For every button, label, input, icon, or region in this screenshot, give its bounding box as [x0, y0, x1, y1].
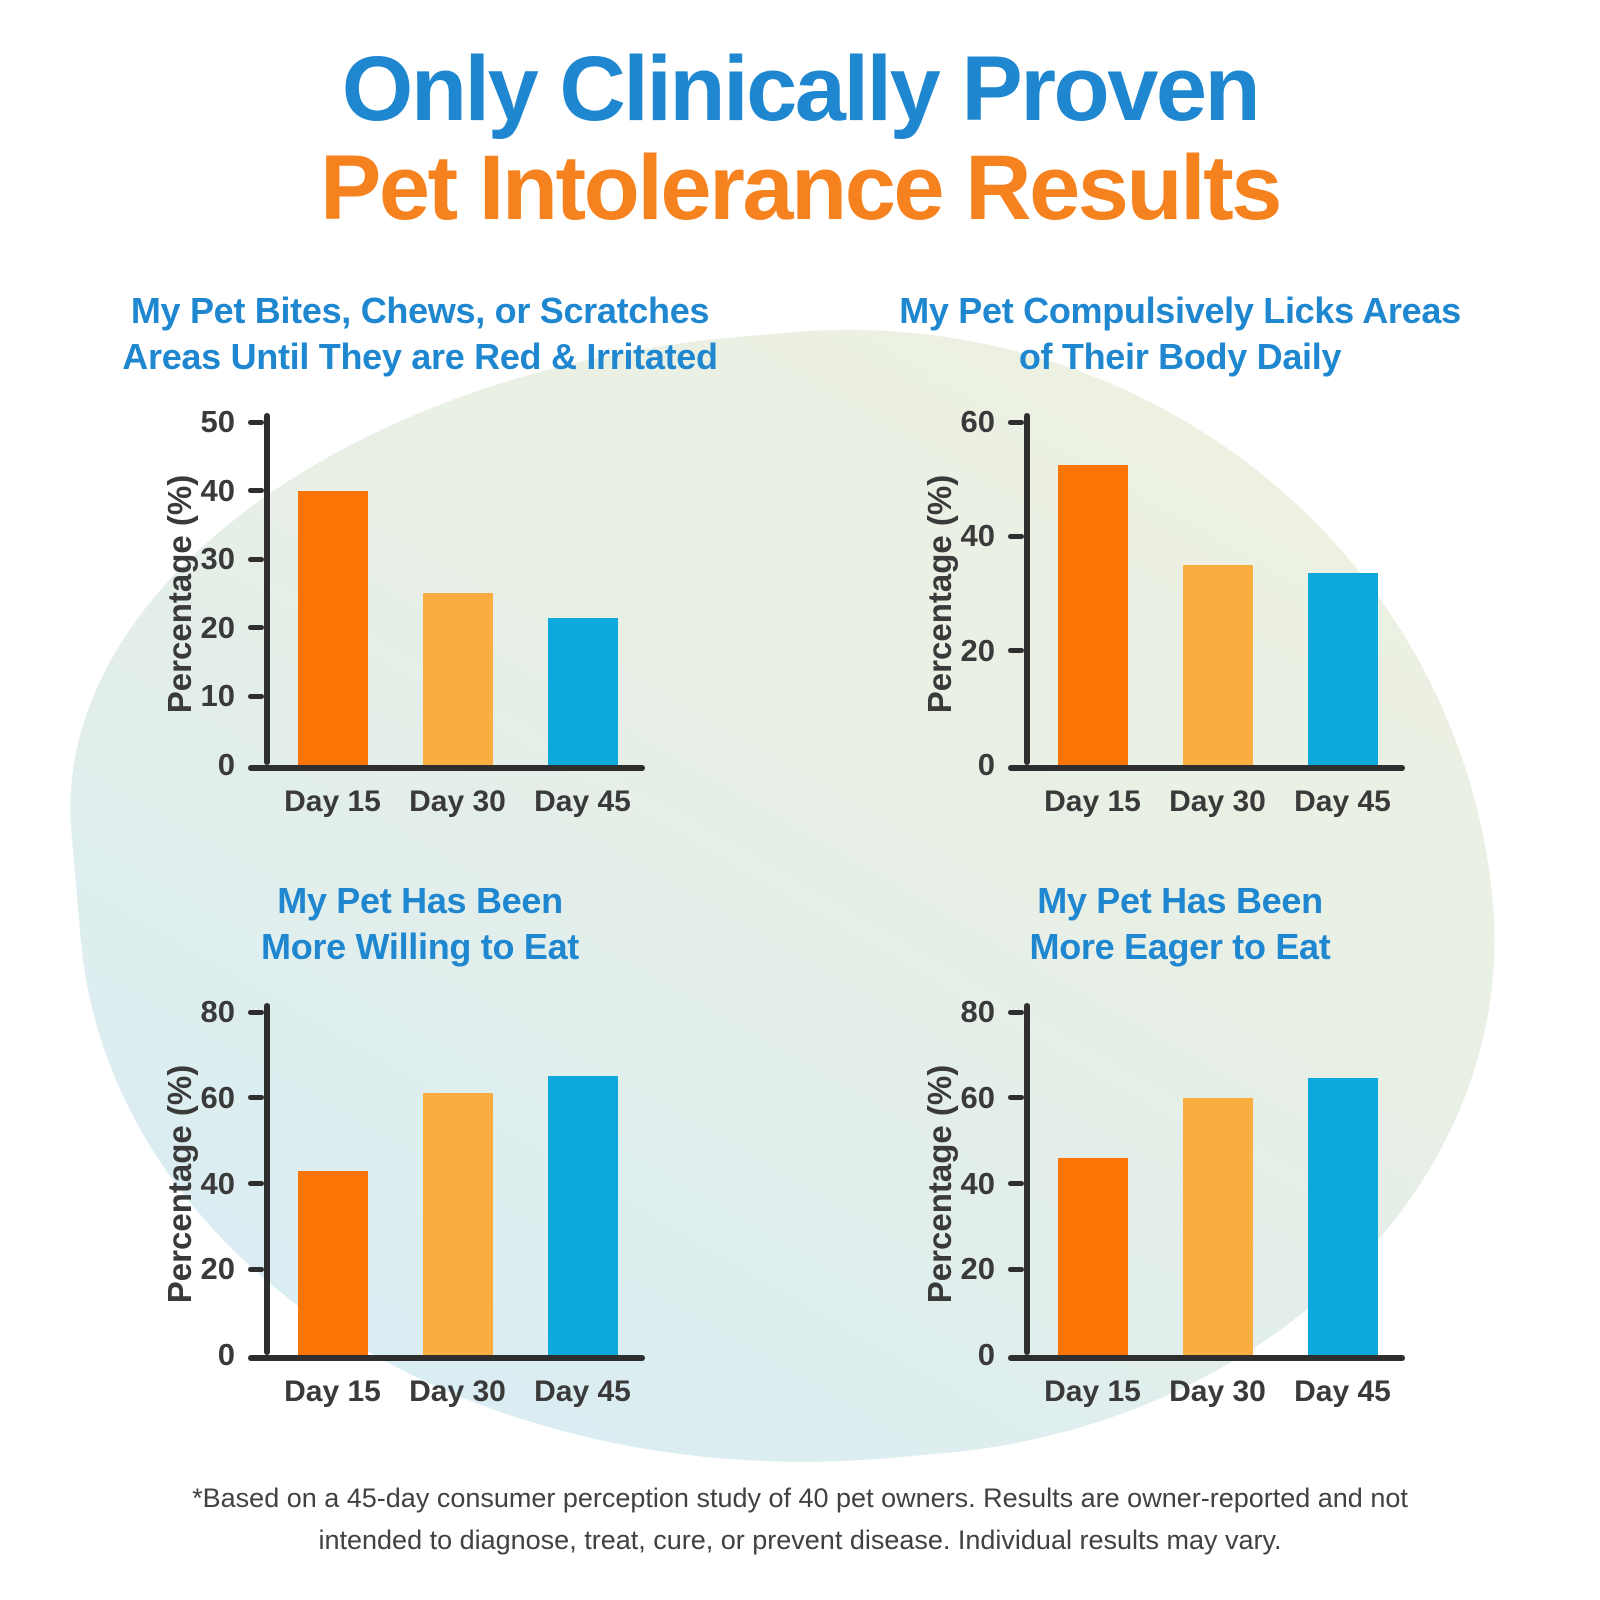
chart-card-bites-chews-scratches: My Pet Bites, Chews, or Scratches Areas U… [70, 288, 770, 868]
bar-day-45 [1307, 573, 1378, 765]
bar-chart: Percentage (%) Day 15 Day 30 Day 45 0 20 40 60 [830, 398, 1530, 868]
chart-card-more-eager-to-eat: My Pet Has Been More Eager to Eat Percent… [830, 878, 1530, 1458]
chart-title: My Pet Has Been More Willing to Eat [70, 878, 770, 974]
tick-label-40: 40 [960, 1165, 995, 1201]
y-axis [264, 413, 270, 765]
tick-label-40: 40 [960, 518, 995, 554]
bar-day-30 [422, 1093, 493, 1355]
category-label-day-15: Day 15 [284, 1375, 381, 1408]
category-label-day-30: Day 30 [1169, 785, 1266, 818]
category-label-day-15: Day 15 [1044, 1375, 1141, 1408]
category-label-day-30: Day 30 [409, 1375, 506, 1408]
main-title: Only Clinically Proven Pet Intolerance R… [0, 38, 1600, 240]
chart-title-line: My Pet Has Been [1037, 880, 1323, 921]
chart-title-line: Areas Until They are Red & Irritated [122, 336, 718, 378]
tick-label-0: 0 [977, 1337, 995, 1372]
tick-mark-40 [248, 488, 264, 494]
tick-label-0: 0 [217, 747, 235, 782]
tick-mark-20 [248, 625, 264, 631]
chart-title: My Pet Has Been More Eager to Eat [830, 878, 1530, 974]
category-label-day-30: Day 30 [1169, 1375, 1266, 1408]
chart-title: My Pet Bites, Chews, or Scratches Areas U… [70, 288, 770, 384]
y-axis [264, 1003, 270, 1355]
category-label-day-45: Day 45 [1294, 1375, 1391, 1408]
bar-chart: Percentage (%) Day 15 Day 30 Day 45 0 20 40 60 8… [830, 988, 1530, 1458]
bar-day-15 [297, 491, 368, 765]
tick-label-80: 80 [200, 994, 235, 1029]
y-axis-label-text: Percentage (%) [161, 474, 199, 713]
category-label-day-45: Day 45 [534, 1375, 631, 1408]
tick-mark-50 [248, 419, 264, 425]
x-axis [248, 1355, 645, 1361]
category-label-day-15: Day 15 [1044, 785, 1141, 818]
main-title-line-1: Only Clinically Proven [341, 38, 1261, 140]
tick-mark-30 [248, 556, 264, 562]
bar-day-30 [1182, 1098, 1253, 1355]
tick-label-20: 20 [960, 632, 995, 668]
chart-card-more-willing-to-eat: My Pet Has Been More Willing to Eat Perce… [70, 878, 770, 1458]
tick-mark-20 [248, 1266, 264, 1272]
tick-label-30: 30 [200, 541, 235, 577]
chart-card-compulsive-licking: My Pet Compulsively Licks Areas of Their … [830, 288, 1530, 868]
tick-mark-60 [1008, 419, 1024, 425]
chart-title-line: of Their Body Daily [1018, 336, 1342, 378]
bar-day-30 [1182, 565, 1253, 765]
tick-label-40: 40 [200, 1165, 235, 1201]
category-label-day-45: Day 45 [534, 785, 631, 818]
tick-mark-60 [1008, 1095, 1024, 1101]
tick-label-20: 20 [200, 1251, 235, 1287]
chart-title-line: My Pet Bites, Chews, or Scratches [130, 290, 710, 331]
bar-chart: Percentage (%) Day 15 Day 30 Day 45 0 10 20 30 4… [70, 398, 770, 868]
x-axis [1008, 1355, 1405, 1361]
tick-mark-40 [248, 1181, 264, 1186]
tick-label-20: 20 [960, 1251, 995, 1287]
bar-day-30 [422, 593, 493, 765]
tick-label-60: 60 [960, 1079, 995, 1115]
category-label-day-45: Day 45 [1294, 785, 1391, 818]
bar-day-15 [1057, 465, 1128, 765]
bar-day-15 [297, 1171, 368, 1355]
tick-label-80: 80 [960, 994, 995, 1029]
chart-title: My Pet Compulsively Licks Areas of Their … [830, 288, 1530, 384]
bar-day-15 [1057, 1158, 1128, 1355]
tick-label-0: 0 [217, 1337, 235, 1372]
disclaimer-text: *Based on a 45-day consumer perception s… [192, 1483, 1408, 1555]
x-axis [1008, 765, 1405, 771]
x-axis [248, 765, 645, 771]
tick-mark-80 [248, 1009, 264, 1015]
tick-mark-10 [248, 693, 264, 699]
bar-day-45 [547, 618, 618, 765]
tick-mark-60 [248, 1095, 264, 1101]
y-axis-label: Percentage (%) [860, 422, 1020, 765]
chart-title-line: More Willing to Eat [261, 926, 579, 968]
y-axis [1024, 1003, 1030, 1355]
bar-day-45 [547, 1076, 618, 1355]
tick-label-60: 60 [960, 404, 995, 439]
chart-title-line: More Eager to Eat [1029, 926, 1331, 968]
tick-label-10: 10 [200, 678, 235, 714]
main-title-line-2: Pet Intolerance Results [320, 137, 1282, 240]
tick-mark-20 [1008, 648, 1024, 654]
y-axis-label-text: Percentage (%) [921, 474, 959, 713]
tick-mark-20 [1008, 1266, 1024, 1272]
tick-mark-40 [1008, 1181, 1024, 1186]
tick-label-0: 0 [977, 747, 995, 782]
category-label-day-15: Day 15 [284, 785, 381, 818]
tick-label-60: 60 [200, 1079, 235, 1115]
tick-label-20: 20 [200, 609, 235, 645]
category-label-day-30: Day 30 [409, 785, 506, 818]
tick-label-50: 50 [200, 404, 235, 439]
tick-mark-80 [1008, 1009, 1024, 1015]
bar-day-45 [1307, 1078, 1378, 1355]
chart-title-line: My Pet Has Been [277, 880, 563, 921]
tick-mark-40 [1008, 533, 1024, 539]
tick-label-40: 40 [200, 472, 235, 508]
y-axis [1024, 413, 1030, 765]
chart-title-line: My Pet Compulsively Licks Areas [899, 290, 1461, 331]
bar-chart: Percentage (%) Day 15 Day 30 Day 45 0 20 40 60 8… [70, 988, 770, 1458]
